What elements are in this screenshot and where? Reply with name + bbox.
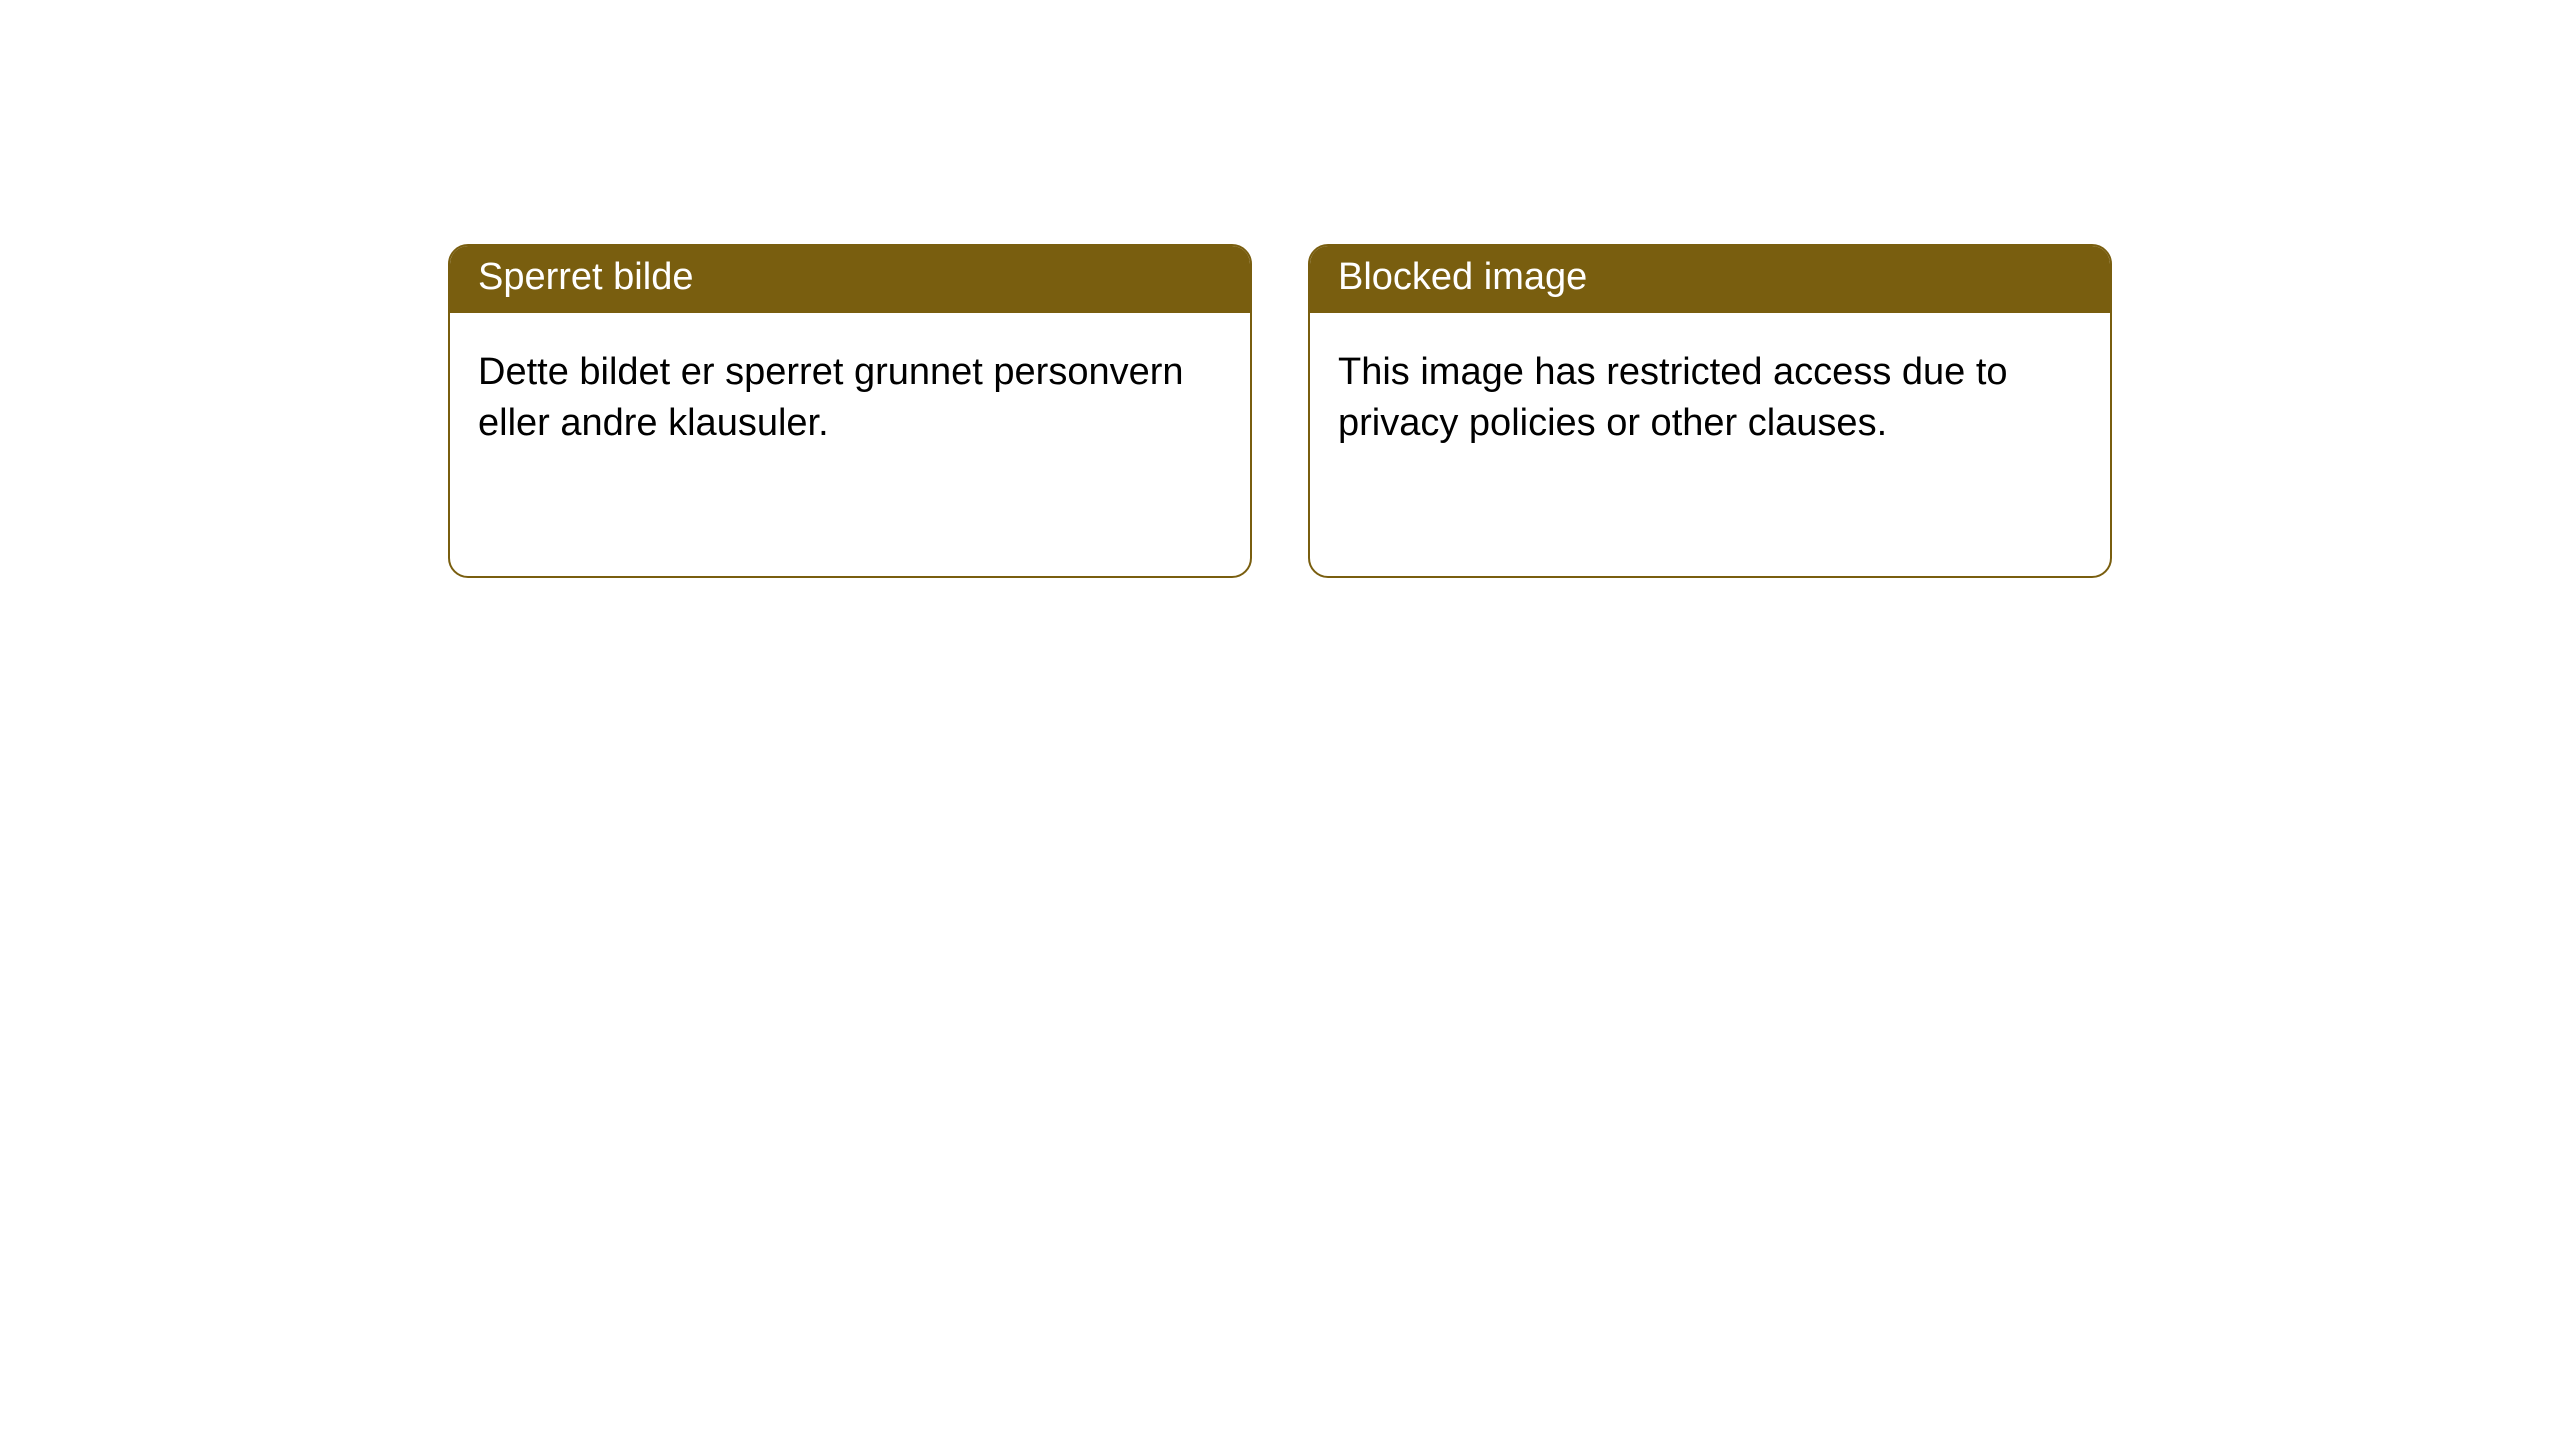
card-title: Blocked image — [1310, 246, 2110, 313]
notice-card-english: Blocked image This image has restricted … — [1308, 244, 2112, 578]
notice-card-container: Sperret bilde Dette bildet er sperret gr… — [0, 0, 2560, 578]
notice-card-norwegian: Sperret bilde Dette bildet er sperret gr… — [448, 244, 1252, 578]
card-body-text: This image has restricted access due to … — [1310, 313, 2110, 484]
card-title: Sperret bilde — [450, 246, 1250, 313]
card-body-text: Dette bildet er sperret grunnet personve… — [450, 313, 1250, 484]
